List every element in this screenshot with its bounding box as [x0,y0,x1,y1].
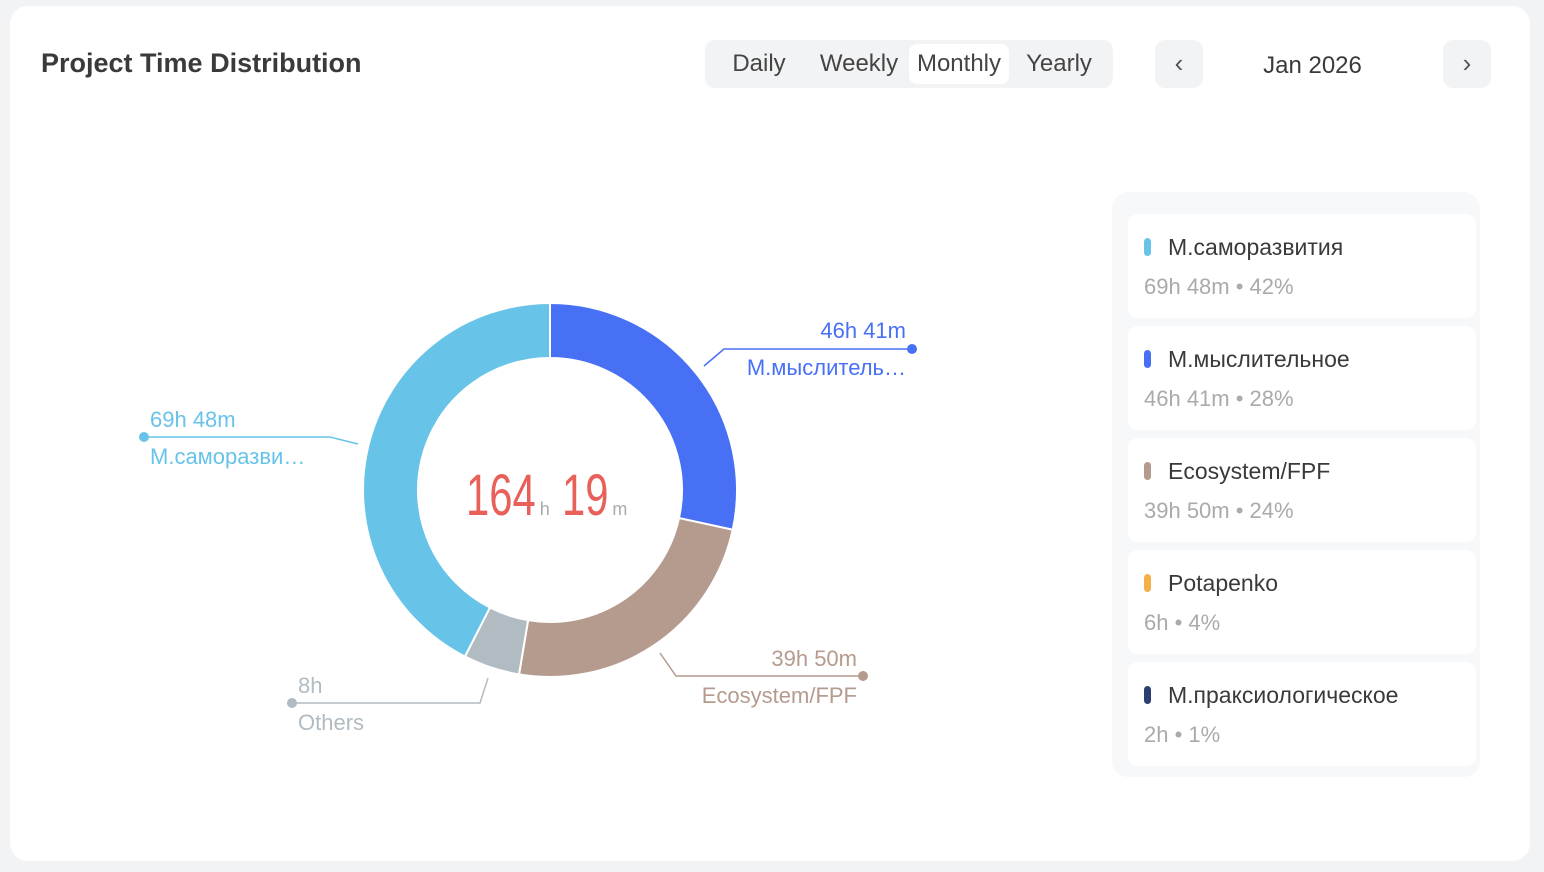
leader-dot-1 [907,344,917,354]
page-title: Project Time Distribution [41,48,362,78]
legend-item[interactable]: М.саморазвития 69h 48m • 42% [1128,214,1476,318]
chevron-right-icon: › [1462,48,1472,78]
leader-dot-3 [287,698,297,708]
next-period-button[interactable]: › [1443,40,1491,88]
slice-name-label: Ecosystem/FPF [701,683,857,708]
slice-value-label: 8h [298,673,323,698]
minutes-unit: m [612,499,628,519]
slice-value-label: 46h 41m [820,318,906,343]
legend-color-swatch [1144,350,1151,368]
period-label: Jan 2026 [1263,52,1362,79]
slice-name-label: М.мыслитель… [746,355,906,380]
total-hours: 164 [466,463,536,528]
legend-item-stats: 46h 41m • 28% [1144,386,1294,411]
legend-item[interactable]: М.мыслительное 46h 41m • 28% [1128,326,1476,430]
legend-item[interactable]: Potapenko 6h • 4% [1128,550,1476,654]
legend-color-swatch [1144,462,1151,480]
legend-color-swatch [1144,238,1151,256]
total-time: 164 h 19 m [466,462,627,529]
legend-item-name: Potapenko [1168,570,1278,596]
total-minutes: 19 [561,463,609,528]
leader-line-3 [292,677,489,704]
legend-item-stats: 2h • 1% [1144,722,1221,747]
legend-item-name: Ecosystem/FPF [1168,458,1331,484]
legend-item-name: М.мыслительное [1168,346,1350,372]
tab-monthly[interactable]: Monthly [909,44,1009,84]
period-tabs: Daily Weekly Monthly Yearly [705,40,1113,88]
legend-color-swatch [1144,686,1151,704]
leader-line-1 [703,348,912,367]
leader-line-4 [144,436,359,445]
legend-color-swatch [1144,574,1151,592]
slice-name-label: М.саморазви… [150,444,306,469]
hours-unit: h [539,499,550,519]
tab-daily[interactable]: Daily [732,50,786,77]
legend-item-stats: 69h 48m • 42% [1144,274,1294,299]
donut-slice[interactable] [549,301,738,531]
legend-panel: М.саморазвития 69h 48m • 42% М.мыслительно… [1112,192,1480,777]
chevron-left-icon: ‹ [1174,48,1184,78]
legend-item-stats: 39h 50m • 24% [1144,498,1294,523]
slice-value-label: 39h 50m [771,646,857,671]
slice-name-label: Others [298,710,365,735]
donut-slice[interactable] [362,301,551,658]
legend-item-name: М.праксиологическое [1168,682,1399,708]
legend-item-stats: 6h • 4% [1144,610,1221,635]
leader-lines [139,344,917,708]
donut-chart [139,301,917,708]
leader-dot-2 [858,671,868,681]
donut-slice[interactable] [517,516,734,678]
legend-item[interactable]: Ecosystem/FPF 39h 50m • 24% [1128,438,1476,542]
legend-item[interactable]: М.праксиологическое 2h • 1% [1128,662,1476,766]
tab-weekly[interactable]: Weekly [819,50,899,77]
leader-dot-4 [139,432,149,442]
slice-value-label: 69h 48m [150,407,236,432]
legend-item-name: М.саморазвития [1168,234,1344,260]
tab-yearly[interactable]: Yearly [1026,50,1092,77]
leader-line-2 [659,652,863,677]
prev-period-button[interactable]: ‹ [1155,40,1203,88]
